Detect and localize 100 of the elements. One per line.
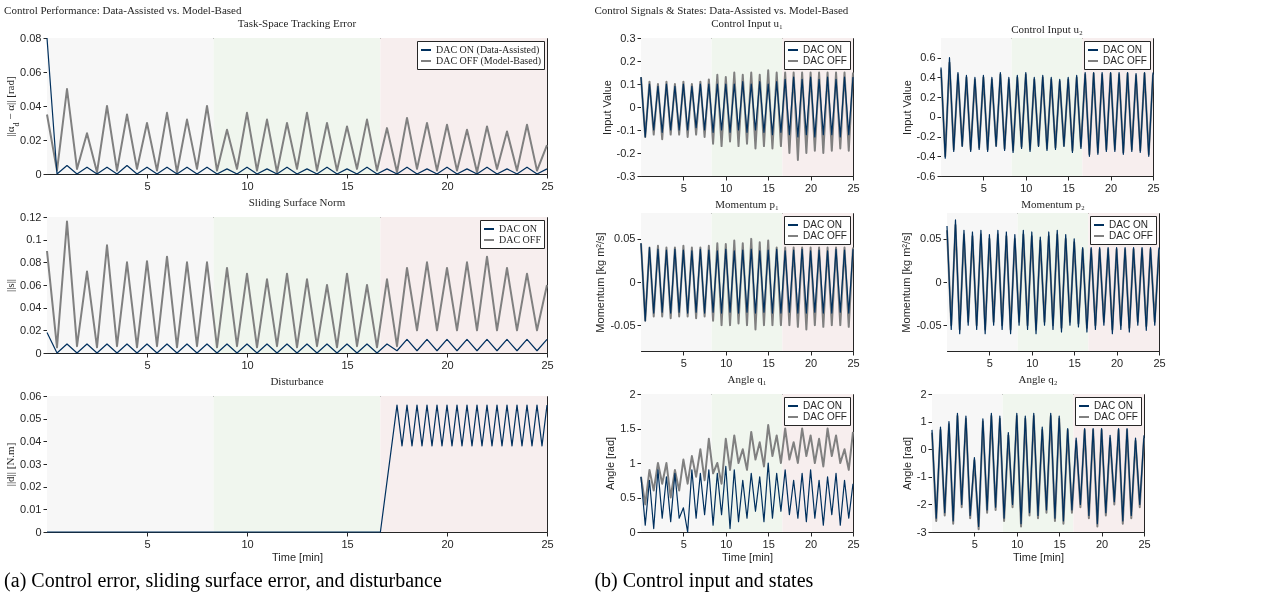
x-tick-label: 15 xyxy=(341,358,354,371)
chart-title: Momentum p₁ xyxy=(715,198,779,210)
y-tick-label: 0 xyxy=(629,275,636,288)
y-tick-label: -0.1 xyxy=(616,123,636,136)
y-tick-label: 0.4 xyxy=(920,70,936,83)
y-tick-label: 0.02 xyxy=(20,480,42,493)
chart-title: Angle q₂ xyxy=(1018,373,1058,385)
legend-label: DAC ON xyxy=(803,219,842,230)
y-tick-label: 0 xyxy=(920,442,927,455)
legend-label: DAC ON xyxy=(803,400,842,411)
y-tick-label: 0.2 xyxy=(920,90,936,103)
text: Control Performance: Data-Assisted vs. Model-Based xyxy=(4,3,242,16)
line-series xyxy=(640,69,854,161)
x-tick-label: 25 xyxy=(541,179,554,192)
x-tick-label: 20 xyxy=(441,358,454,371)
y-tick-label: 0 xyxy=(629,525,636,538)
y-tick-label: 0 xyxy=(35,525,42,538)
line-series xyxy=(640,76,854,138)
x-tick-label: 20 xyxy=(1110,356,1124,369)
y-tick-label: 0.1 xyxy=(620,77,636,90)
y-tick-label: 0.02 xyxy=(20,323,42,336)
x-tick-label: 25 xyxy=(847,181,860,194)
y-tick-label: 0.04 xyxy=(20,301,42,314)
y-tick-label: -0.4 xyxy=(916,149,936,162)
x-tick-label: 25 xyxy=(541,537,554,550)
line-series xyxy=(46,332,548,354)
legend-label: DAC OFF xyxy=(803,230,847,241)
x-tick-label: 15 xyxy=(762,356,775,369)
x-tick-label: 25 xyxy=(1153,356,1166,369)
y-tick-label: 0.08 xyxy=(20,31,42,44)
y-tick-label: -0.05 xyxy=(916,318,942,331)
y-tick-label: 2 xyxy=(629,387,636,400)
y-tick-label: 0.06 xyxy=(20,65,42,78)
y-tick-label: 0.05 xyxy=(20,412,42,425)
chart-title: Sliding Surface Norm xyxy=(248,196,346,208)
y-axis-title: Momentum [kg m²/s] xyxy=(900,232,913,333)
y-tick-label: 0.6 xyxy=(920,51,936,64)
line-series xyxy=(46,220,548,349)
y-tick-label: -0.3 xyxy=(616,169,636,182)
y-tick-label: 0.1 xyxy=(26,233,42,246)
x-tick-label: 10 xyxy=(720,537,733,550)
y-tick-label: 0 xyxy=(935,275,942,288)
x-tick-label: 20 xyxy=(804,537,818,550)
legend-label: DAC ON xyxy=(1109,219,1148,230)
y-axis-title: ||s|| xyxy=(4,278,17,293)
legend-label: DAC ON xyxy=(1094,400,1133,411)
y-tick-label: 0.06 xyxy=(20,278,42,291)
y-tick-label: 0.3 xyxy=(620,31,636,44)
y-tick-label: 1 xyxy=(920,415,927,428)
x-tick-label: 5 xyxy=(986,356,993,369)
legend-label: DAC OFF xyxy=(803,411,847,422)
x-tick-label: 5 xyxy=(980,181,987,194)
x-axis-title: Time [min] xyxy=(272,550,323,563)
y-tick-label: 0.02 xyxy=(20,133,42,146)
legend-label: DAC OFF xyxy=(1094,411,1138,422)
legend-label: DAC OFF (Model-Based) xyxy=(436,55,541,67)
y-tick-label: 0.2 xyxy=(620,54,636,67)
y-tick-label: 0.01 xyxy=(20,502,42,515)
y-tick-label: 0.04 xyxy=(20,99,42,112)
x-tick-label: 10 xyxy=(720,356,733,369)
chart-title: Task-Space Tracking Error xyxy=(237,17,357,29)
y-tick-label: 0.06 xyxy=(20,389,42,402)
y-tick-label: -0.2 xyxy=(616,146,636,159)
legend-label: DAC OFF xyxy=(1109,230,1153,241)
y-tick-label: 1 xyxy=(629,456,636,469)
y-tick-label: 0 xyxy=(929,110,936,123)
x-tick-label: 15 xyxy=(341,179,354,192)
x-tick-label: 25 xyxy=(1147,181,1160,194)
y-tick-label: 0.12 xyxy=(20,210,42,223)
x-axis-title: Time [min] xyxy=(1013,550,1064,563)
x-tick-label: 10 xyxy=(241,358,254,371)
chart-title: Control Input u₁ xyxy=(711,17,783,29)
y-tick-label: 0.05 xyxy=(614,232,636,245)
y-tick-label: -3 xyxy=(916,525,927,538)
y-tick-label: 1.5 xyxy=(620,422,636,434)
y-tick-label: 0 xyxy=(35,167,42,180)
x-tick-label: 20 xyxy=(1095,537,1109,550)
line-series xyxy=(46,37,548,175)
legend-label: DAC OFF xyxy=(1103,55,1147,66)
y-tick-label: 0.03 xyxy=(20,457,42,470)
x-tick-label: 20 xyxy=(441,537,454,550)
y-tick-label: -1 xyxy=(916,470,927,483)
y-tick-label: -0.05 xyxy=(610,318,636,331)
x-tick-label: 10 xyxy=(720,181,733,194)
chart-title: Disturbance xyxy=(270,375,324,387)
x-tick-label: 10 xyxy=(1020,181,1033,194)
x-tick-label: 15 xyxy=(762,181,775,194)
x-tick-label: 20 xyxy=(804,356,818,369)
y-tick-label: 2 xyxy=(920,387,927,400)
text: (b) Control input and states xyxy=(594,568,814,592)
x-tick-label: 5 xyxy=(144,179,151,192)
chart-title: Momentum p₂ xyxy=(1021,198,1085,210)
x-tick-label: 25 xyxy=(847,537,860,550)
x-tick-label: 10 xyxy=(241,537,254,550)
y-tick-label: -2 xyxy=(916,497,927,510)
x-tick-label: 15 xyxy=(1053,537,1066,550)
x-axis-title: Time [min] xyxy=(722,550,773,563)
chart-title: Angle q₁ xyxy=(727,373,767,385)
x-tick-label: 15 xyxy=(762,537,775,550)
line-series xyxy=(640,462,854,533)
